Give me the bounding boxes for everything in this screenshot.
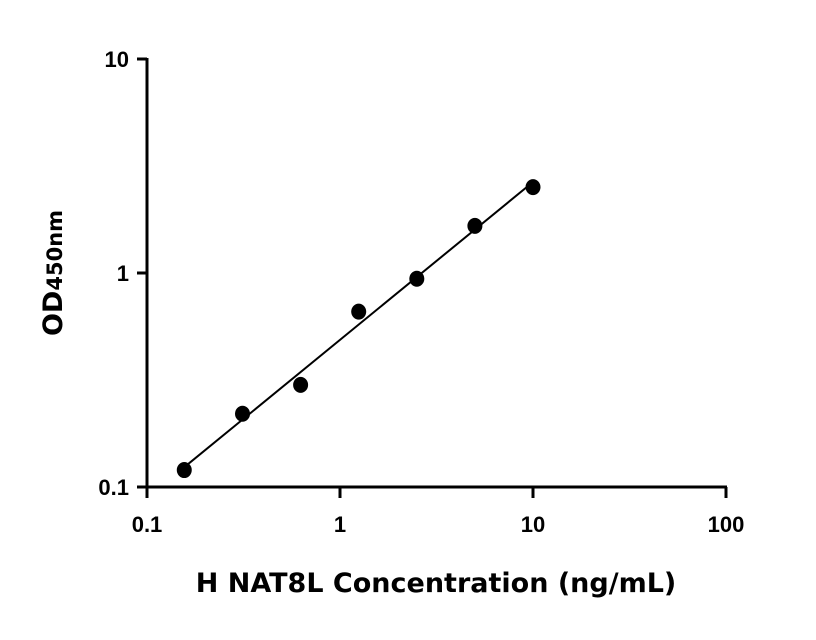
data-point [409,270,425,287]
y-axis-label-sub: 450nm [43,210,67,291]
y-tick-label: 1 [117,261,129,286]
x-tick-label: 0.1 [132,512,163,537]
y-tick-label: 0.1 [98,475,129,500]
data-point [467,217,483,234]
y-axis-label-main: OD [38,291,69,336]
x-tick-label: 1 [334,512,346,537]
x-tick-label: 100 [708,512,745,537]
data-point [176,462,192,479]
data-point [351,303,367,320]
x-tick-label: 10 [521,512,545,537]
y-tick-label: 10 [105,47,129,72]
x-axis-label: H NAT8L Concentration (ng/mL) [196,568,677,599]
y-axis-label: OD450nm [38,210,69,336]
data-point [293,376,309,393]
data-point [525,179,541,196]
data-point [235,405,251,422]
